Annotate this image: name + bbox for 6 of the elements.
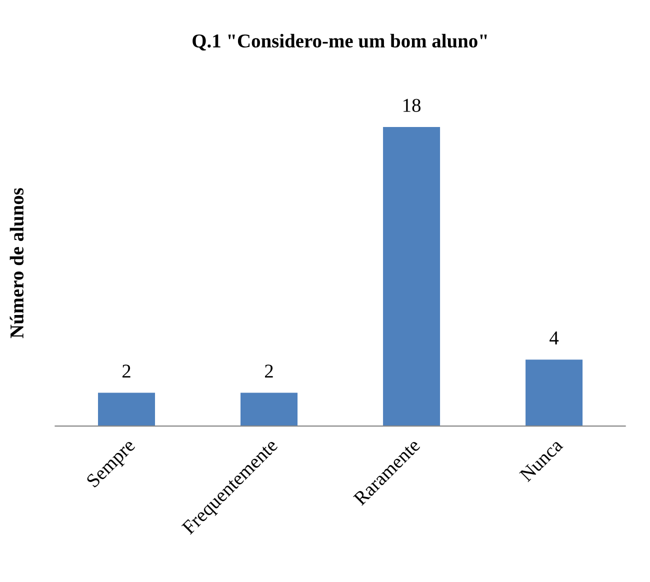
data-label: 2 bbox=[265, 364, 273, 378]
chart-title: Q.1 "Considero-me um bom aluno" bbox=[192, 34, 487, 50]
y-axis-title: Número de alunos bbox=[10, 188, 24, 338]
data-label: 2 bbox=[122, 364, 130, 378]
data-label: 18 bbox=[404, 98, 421, 112]
data-label: 4 bbox=[550, 332, 559, 344]
